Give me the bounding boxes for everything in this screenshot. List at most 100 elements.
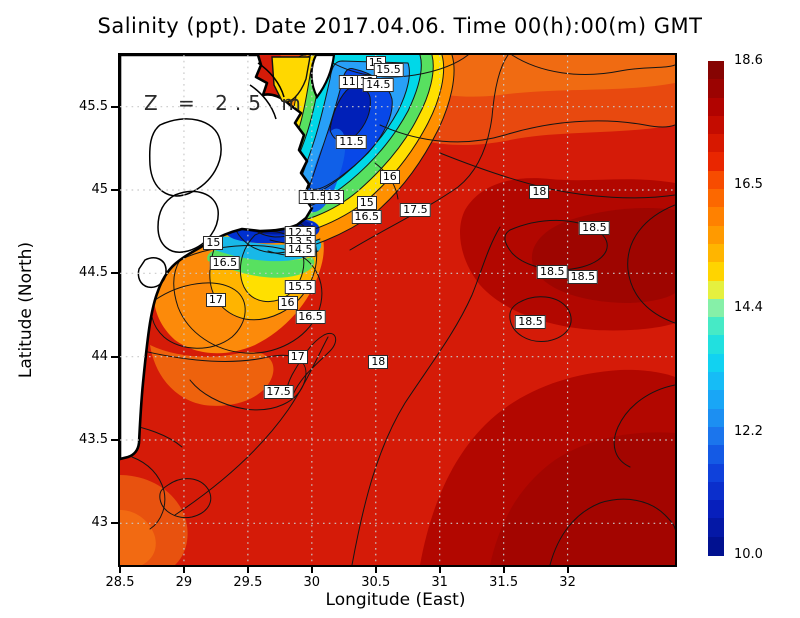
contour-label: 18 — [368, 354, 389, 369]
colorbar-step — [708, 445, 724, 465]
colorbar-step — [708, 97, 724, 117]
colorbar-step — [708, 298, 724, 318]
contour-label: 16.5 — [295, 309, 326, 324]
colorbar-tick-label: 16.5 — [734, 176, 763, 192]
x-tick-mark — [119, 567, 121, 573]
y-tick-mark — [111, 189, 118, 191]
contour-label: 18.5 — [515, 314, 546, 329]
x-tick-label: 32 — [559, 575, 576, 590]
colorbar-step — [708, 79, 724, 99]
colorbar-step — [708, 536, 724, 556]
contour-label: 16 — [277, 296, 298, 311]
contour-label: 17 — [205, 293, 226, 307]
contour-label: 16 — [379, 169, 400, 184]
contour-label: 15.5 — [285, 279, 316, 294]
y-tick-label: 44.5 — [79, 265, 108, 281]
x-tick-label: 31 — [431, 575, 448, 590]
map-canvas: Z = 2.5 m 1515.511.51314.511.51611.51315… — [120, 55, 675, 565]
colorbar-step — [708, 262, 724, 282]
y-axis-title: Latitude (North) — [16, 241, 36, 379]
y-tick-label: 45 — [91, 182, 108, 197]
colorbar-step — [708, 115, 724, 135]
colorbar — [708, 61, 724, 556]
contour-label: 11.5 — [336, 134, 367, 149]
colorbar-step — [708, 481, 724, 501]
land-mass-coastline — [120, 55, 314, 461]
colorbar-step — [708, 390, 724, 410]
coastal-fringe-green — [207, 248, 315, 278]
colorbar-tick-label: 14.4 — [734, 300, 763, 315]
x-tick-mark — [502, 567, 505, 573]
colorbar-step — [708, 335, 724, 355]
x-tick-label: 30.5 — [361, 575, 391, 590]
colorbar-step — [708, 61, 724, 80]
colorbar-step — [708, 500, 724, 519]
x-tick-label: 31.5 — [489, 575, 519, 590]
lagoon-outlines — [137, 62, 285, 289]
y-tick-label: 45.5 — [79, 98, 108, 114]
contour-label: 11.5 — [299, 189, 330, 204]
contour-label: 18 — [529, 184, 550, 199]
colorbar-step — [708, 463, 724, 483]
colorbar-step — [708, 518, 724, 538]
contour-label: 17.5 — [263, 384, 294, 399]
colorbar-step — [708, 243, 724, 263]
y-tick-mark — [111, 105, 118, 108]
colorbar-step — [708, 280, 724, 300]
coastal-band — [150, 345, 274, 406]
salinity-contour-map — [120, 55, 675, 565]
y-tick-mark — [111, 522, 118, 525]
delta-headland — [310, 55, 336, 100]
y-tick-label: 43.5 — [79, 432, 108, 447]
colorbar-step — [708, 225, 724, 245]
contour-label: 13 — [323, 189, 344, 204]
colorbar-tick-label: 18.6 — [734, 53, 763, 68]
y-tick-label: 43 — [91, 515, 108, 531]
x-tick-mark — [310, 567, 313, 573]
contour-label: 18.5 — [579, 221, 610, 236]
contour-label: 14.5 — [285, 243, 316, 257]
colorbar-tick-label: 10.0 — [734, 547, 763, 562]
contour-label: 15 — [356, 196, 377, 211]
colorbar-step — [708, 134, 724, 154]
x-tick-label: 29.5 — [233, 575, 263, 590]
x-tick-mark — [182, 567, 185, 573]
contour-label: 17 — [287, 349, 308, 364]
colorbar-step — [708, 426, 724, 446]
y-tick-mark — [111, 439, 118, 441]
contour-label: 15 — [203, 236, 224, 251]
contour-label: 16.5 — [209, 256, 241, 271]
x-tick-label: 28.5 — [105, 575, 135, 590]
x-tick-label: 30 — [303, 575, 321, 590]
colorbar-step — [708, 353, 724, 373]
gridlines — [120, 55, 675, 565]
contour-label: 16.5 — [351, 209, 383, 224]
contour-label: 18.5 — [536, 264, 568, 279]
contour-label: 17.5 — [400, 203, 431, 217]
contour-label: 14.5 — [363, 78, 394, 92]
y-tick-mark — [111, 272, 118, 275]
colorbar-tick-label: 12.2 — [734, 423, 763, 439]
colorbar-step — [708, 170, 724, 190]
colorbar-step — [708, 207, 724, 227]
x-tick-mark — [374, 567, 377, 573]
x-tick-label: 29 — [175, 575, 193, 590]
y-tick-mark — [111, 355, 118, 358]
chart-title: Salinity (ppt). Date 2017.04.06. Time 00… — [97, 14, 703, 38]
colorbar-step — [708, 189, 724, 208]
sea-band — [120, 510, 156, 565]
colorbar-step — [708, 408, 724, 428]
x-axis-title: Longitude (East) — [325, 590, 466, 610]
contour-label: 18.5 — [567, 269, 599, 284]
colorbar-step — [708, 317, 724, 337]
x-tick-mark — [566, 567, 569, 573]
depth-annotation: Z = 2.5 m — [144, 91, 308, 115]
y-tick-label: 44 — [91, 348, 108, 364]
contour-label: 15.5 — [373, 63, 404, 77]
high-salinity-core — [490, 432, 675, 565]
x-tick-mark — [438, 567, 441, 573]
colorbar-step — [708, 152, 724, 172]
colorbar-step — [708, 372, 724, 391]
map-plot-area: Z = 2.5 m 1515.511.51314.511.51611.51315… — [118, 53, 677, 567]
